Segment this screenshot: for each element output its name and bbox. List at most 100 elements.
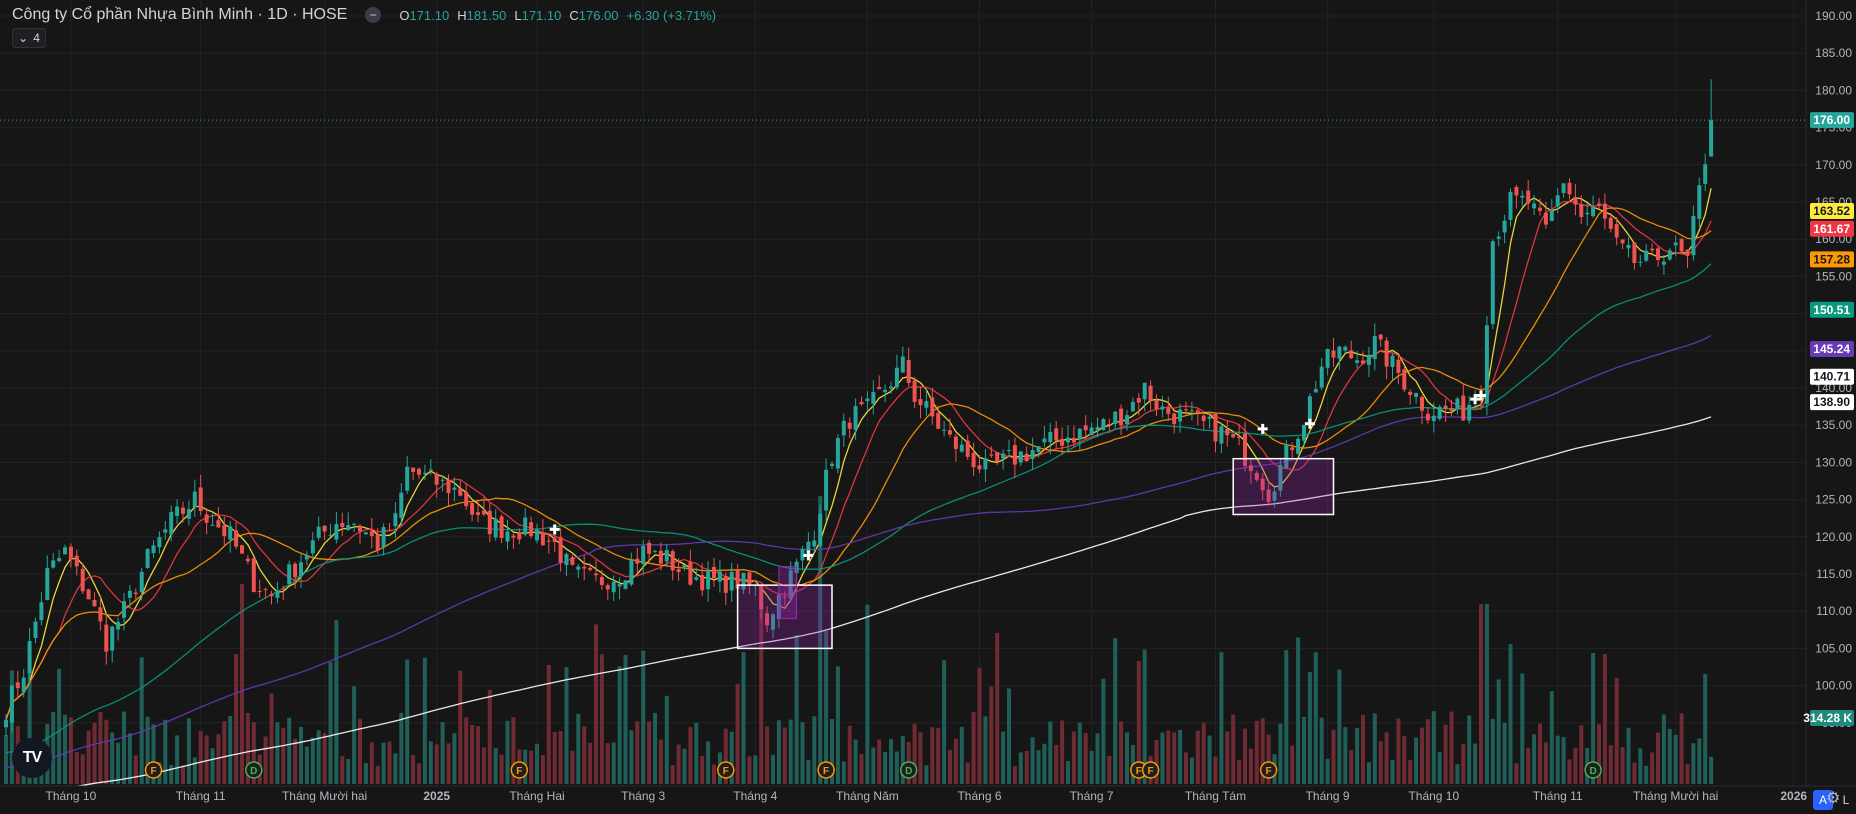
event-marker[interactable] [717, 761, 735, 779]
candle-body [1272, 491, 1277, 501]
candle-body [1160, 406, 1165, 410]
volume-bar [216, 734, 221, 784]
volume-bar [747, 756, 752, 784]
candle-body [1490, 241, 1495, 325]
candle-body [1661, 261, 1666, 265]
candle-body [948, 430, 952, 435]
volume-bar [1372, 713, 1377, 784]
gear-icon[interactable]: ⚙ [1826, 790, 1841, 807]
volume-bar [411, 755, 416, 784]
event-marker[interactable] [899, 761, 918, 779]
log-scale-button[interactable]: L [1842, 793, 1850, 807]
auto-scale-button[interactable]: A [1813, 790, 1833, 810]
volume-bar [1555, 735, 1560, 784]
candle-body [865, 398, 870, 402]
volume-bar [930, 727, 935, 784]
volume-bar [511, 717, 516, 784]
candle-body [104, 624, 109, 652]
symbol-title[interactable]: Công ty Cổ phần Nhựa Bình Minh · 1D · HO… [12, 6, 348, 23]
candle-body [517, 532, 522, 540]
volume-bar [1490, 718, 1495, 784]
volume-bar [1343, 727, 1348, 784]
candle-body [747, 572, 752, 585]
event-marker[interactable] [1584, 761, 1602, 779]
volume-bar [588, 742, 593, 784]
time-axis[interactable]: Tháng 10 Tháng 11 Tháng Mười hai 2025 Tháng … [0, 785, 1856, 814]
event-marker[interactable] [510, 761, 529, 779]
event-marker[interactable] [1141, 761, 1160, 779]
volume-bar [1018, 752, 1023, 784]
volume-bar [304, 746, 309, 784]
low-label: L [514, 7, 522, 23]
volume-bar [1455, 764, 1460, 784]
event-marker[interactable] [245, 761, 263, 779]
candle-body [1095, 426, 1100, 431]
candle-body [293, 563, 298, 578]
volume-bar [1243, 728, 1247, 784]
volume-bar [1361, 714, 1365, 784]
volume-bar [1366, 762, 1371, 784]
volume-bar [505, 720, 510, 784]
candle-body [110, 626, 115, 651]
price-label-text: 176.00 [1813, 113, 1850, 127]
candle-body [1449, 408, 1454, 411]
candle-body [151, 545, 156, 554]
event-marker[interactable] [144, 761, 163, 779]
candle-body [493, 518, 498, 538]
candle-body [80, 568, 85, 592]
event-marker[interactable] [1259, 761, 1278, 779]
candle-body [1579, 204, 1584, 218]
volume-bar [1060, 720, 1065, 784]
candle-body [664, 550, 669, 562]
signal-markers [549, 390, 1486, 561]
volume-bar [1266, 734, 1271, 784]
volume-bar [393, 753, 398, 784]
candle-body [4, 719, 8, 728]
tradingview-logo-icon[interactable]: TV [12, 738, 52, 778]
candle-body [1213, 413, 1218, 442]
candle-body [57, 558, 62, 562]
candle-body [653, 550, 657, 552]
candle-body [375, 534, 380, 551]
price-tick-label: 100.00 [1815, 679, 1852, 693]
indicators-toggle[interactable]: ⌄ 4 [12, 28, 46, 48]
volume-bar [263, 736, 268, 784]
volume-bar [647, 721, 652, 784]
volume-bar [1561, 737, 1566, 784]
volume-bar [1142, 649, 1147, 784]
volume-bar [234, 654, 239, 784]
volume-bar [116, 742, 121, 784]
volume-bar [1237, 759, 1242, 784]
volume-bar [1408, 760, 1413, 784]
volume-bar [676, 744, 681, 784]
volume-bar [1184, 752, 1188, 784]
candle-body [1384, 340, 1389, 367]
candle-body [594, 573, 598, 576]
candle-body [1296, 438, 1301, 454]
chart-grid [0, 0, 1806, 786]
candle-body [700, 575, 705, 591]
minus-circle-icon[interactable]: − [365, 7, 382, 23]
volume-bar [1095, 733, 1100, 784]
time-tick-label: Tháng Mười hai [282, 789, 367, 803]
volume-bar [688, 726, 693, 784]
price-label-box [1810, 203, 1854, 220]
time-tick-label: Tháng Mười hai [1633, 789, 1718, 803]
volume-bar [1514, 763, 1519, 784]
volume-bar [830, 719, 834, 784]
candle-body [281, 588, 286, 590]
candle-body [552, 537, 557, 543]
ma-line-50 [5, 263, 1712, 754]
candle-body [623, 580, 628, 589]
candle-body [257, 590, 262, 592]
candle-body [1331, 350, 1336, 358]
volume-bar [145, 716, 150, 784]
volume-bar [1532, 734, 1537, 784]
price-tick-label: 120.00 [1815, 530, 1852, 544]
price-axis[interactable]: 95.00100.00105.00110.00115.00120.00125.0… [1803, 0, 1854, 814]
candle-body [812, 540, 817, 547]
volume-bar [1479, 604, 1483, 784]
event-marker[interactable] [817, 761, 835, 779]
